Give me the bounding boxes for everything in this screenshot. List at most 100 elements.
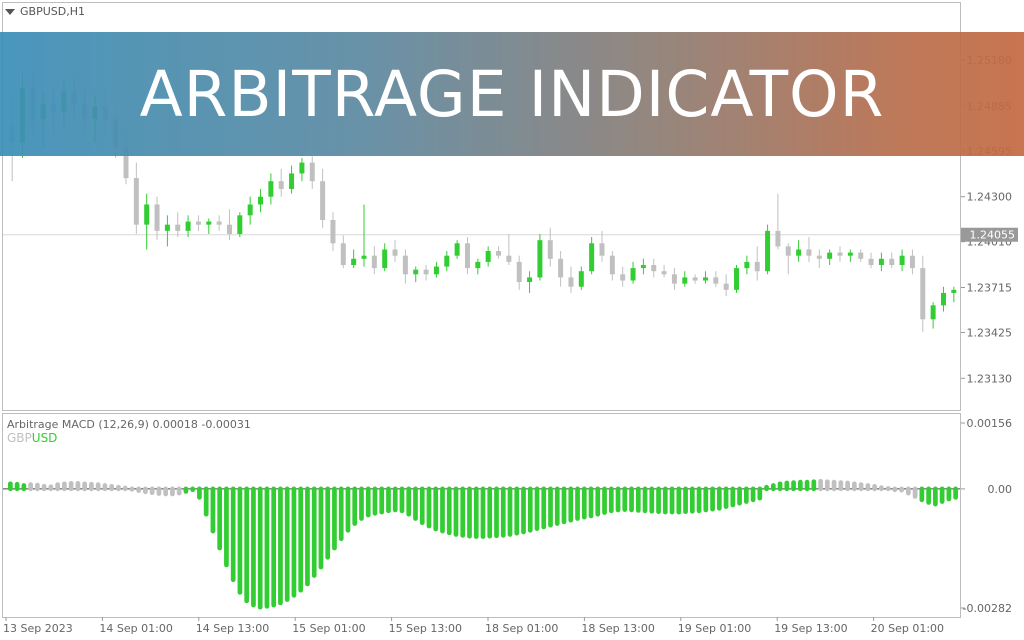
candle-body bbox=[185, 221, 191, 231]
price-axis-label: 1.23425 bbox=[967, 327, 1013, 340]
indicator-label: Arbitrage MACD (12,26,9) 0.00018 -0.0003… bbox=[7, 418, 251, 431]
candle-body bbox=[154, 204, 160, 231]
candle-body bbox=[164, 224, 170, 231]
time-axis-label: 18 Sep 01:00 bbox=[485, 622, 558, 635]
candle-body bbox=[920, 268, 926, 320]
indicator-axis-label: -0.00282 bbox=[963, 602, 1012, 615]
candle-body bbox=[765, 230, 771, 272]
candle-body bbox=[547, 240, 553, 259]
candle-body bbox=[413, 269, 419, 275]
legend-usd: USD bbox=[31, 431, 58, 445]
candle-body bbox=[775, 230, 781, 247]
candle-body bbox=[247, 204, 253, 216]
candle-body bbox=[278, 181, 284, 189]
candle-body bbox=[433, 266, 439, 275]
candle-body bbox=[361, 255, 367, 259]
candle-body bbox=[609, 255, 615, 275]
candle-body bbox=[206, 221, 212, 225]
candle-body bbox=[899, 255, 905, 265]
candle-body bbox=[506, 255, 512, 262]
candle-body bbox=[485, 251, 491, 262]
candle-body bbox=[816, 255, 822, 259]
candle-body bbox=[237, 215, 243, 234]
candle-body bbox=[785, 246, 791, 256]
indicator-axis-label: 0.00156 bbox=[967, 417, 1013, 430]
candle-body bbox=[651, 265, 657, 272]
candle-body bbox=[371, 255, 377, 269]
candle-body bbox=[702, 277, 708, 281]
time-axis-label: 13 Sep 2023 bbox=[3, 622, 73, 635]
candle-body bbox=[951, 289, 957, 293]
price-axis-label: 1.23130 bbox=[967, 372, 1013, 385]
candle-body bbox=[640, 265, 646, 269]
candle-body bbox=[454, 243, 460, 256]
time-axis-label: 20 Sep 01:00 bbox=[871, 622, 944, 635]
candle-body bbox=[351, 258, 357, 265]
candle-body bbox=[558, 258, 564, 278]
candle-body bbox=[589, 243, 595, 272]
candle-body bbox=[578, 271, 584, 287]
candle-body bbox=[144, 204, 150, 225]
candle-body bbox=[330, 220, 336, 244]
candle-body bbox=[599, 243, 605, 256]
candle-body bbox=[464, 243, 470, 269]
candle-body bbox=[889, 258, 895, 265]
candle-body bbox=[392, 249, 398, 256]
candle-body bbox=[692, 277, 698, 281]
price-panel-frame bbox=[2, 2, 961, 411]
candle-body bbox=[940, 292, 946, 306]
chevron-down-icon[interactable] bbox=[5, 8, 15, 15]
candle-body bbox=[226, 224, 232, 234]
candle-body bbox=[878, 258, 884, 265]
candle-body bbox=[806, 249, 812, 256]
candle-body bbox=[527, 277, 533, 283]
current-price-label: 1.24055 bbox=[970, 229, 1016, 242]
candle-body bbox=[847, 252, 853, 256]
candle-body bbox=[289, 173, 295, 189]
candle-body bbox=[195, 221, 201, 225]
candle-body bbox=[216, 221, 222, 225]
candle-body bbox=[537, 240, 543, 278]
candle-body bbox=[858, 252, 864, 259]
time-axis-label: 18 Sep 13:00 bbox=[581, 622, 654, 635]
candle-body bbox=[568, 277, 574, 287]
candle-body bbox=[340, 243, 346, 265]
candle-body bbox=[661, 271, 667, 275]
legend-gbp: GBP bbox=[7, 431, 32, 445]
indicator-axis-label: 0.00 bbox=[988, 483, 1013, 496]
candle-body bbox=[827, 252, 833, 259]
candle-body bbox=[444, 255, 450, 267]
candle-body bbox=[496, 251, 502, 256]
candle-body bbox=[909, 255, 915, 269]
candle-body bbox=[868, 258, 874, 265]
candle-body bbox=[713, 277, 719, 284]
candle-body bbox=[930, 305, 936, 320]
time-axis-label: 14 Sep 13:00 bbox=[196, 622, 269, 635]
time-axis-label: 19 Sep 13:00 bbox=[774, 622, 847, 635]
candle-body bbox=[268, 181, 274, 197]
indicator-legend: GBPUSD bbox=[7, 431, 57, 445]
candle-body bbox=[630, 268, 636, 281]
candle-body bbox=[299, 162, 305, 174]
time-axis-label: 15 Sep 01:00 bbox=[292, 622, 365, 635]
candle-body bbox=[620, 274, 626, 281]
candle-body bbox=[133, 178, 139, 225]
candle-body bbox=[671, 274, 677, 284]
current-price-badge bbox=[961, 227, 1018, 242]
candle-body bbox=[423, 269, 429, 275]
time-axis-label: 15 Sep 13:00 bbox=[389, 622, 462, 635]
candle-body bbox=[796, 249, 802, 256]
time-axis-label: 14 Sep 01:00 bbox=[99, 622, 172, 635]
symbol-selector[interactable]: GBPUSD,H1 bbox=[5, 5, 85, 18]
symbol-label: GBPUSD,H1 bbox=[20, 5, 85, 18]
candle-body bbox=[320, 181, 326, 220]
candle-body bbox=[475, 261, 481, 269]
candle-body bbox=[734, 268, 740, 290]
candle-body bbox=[123, 147, 129, 179]
candle-body bbox=[516, 261, 522, 283]
candle-body bbox=[258, 196, 264, 205]
time-axis-label: 19 Sep 01:00 bbox=[678, 622, 751, 635]
candle-body bbox=[309, 162, 315, 182]
